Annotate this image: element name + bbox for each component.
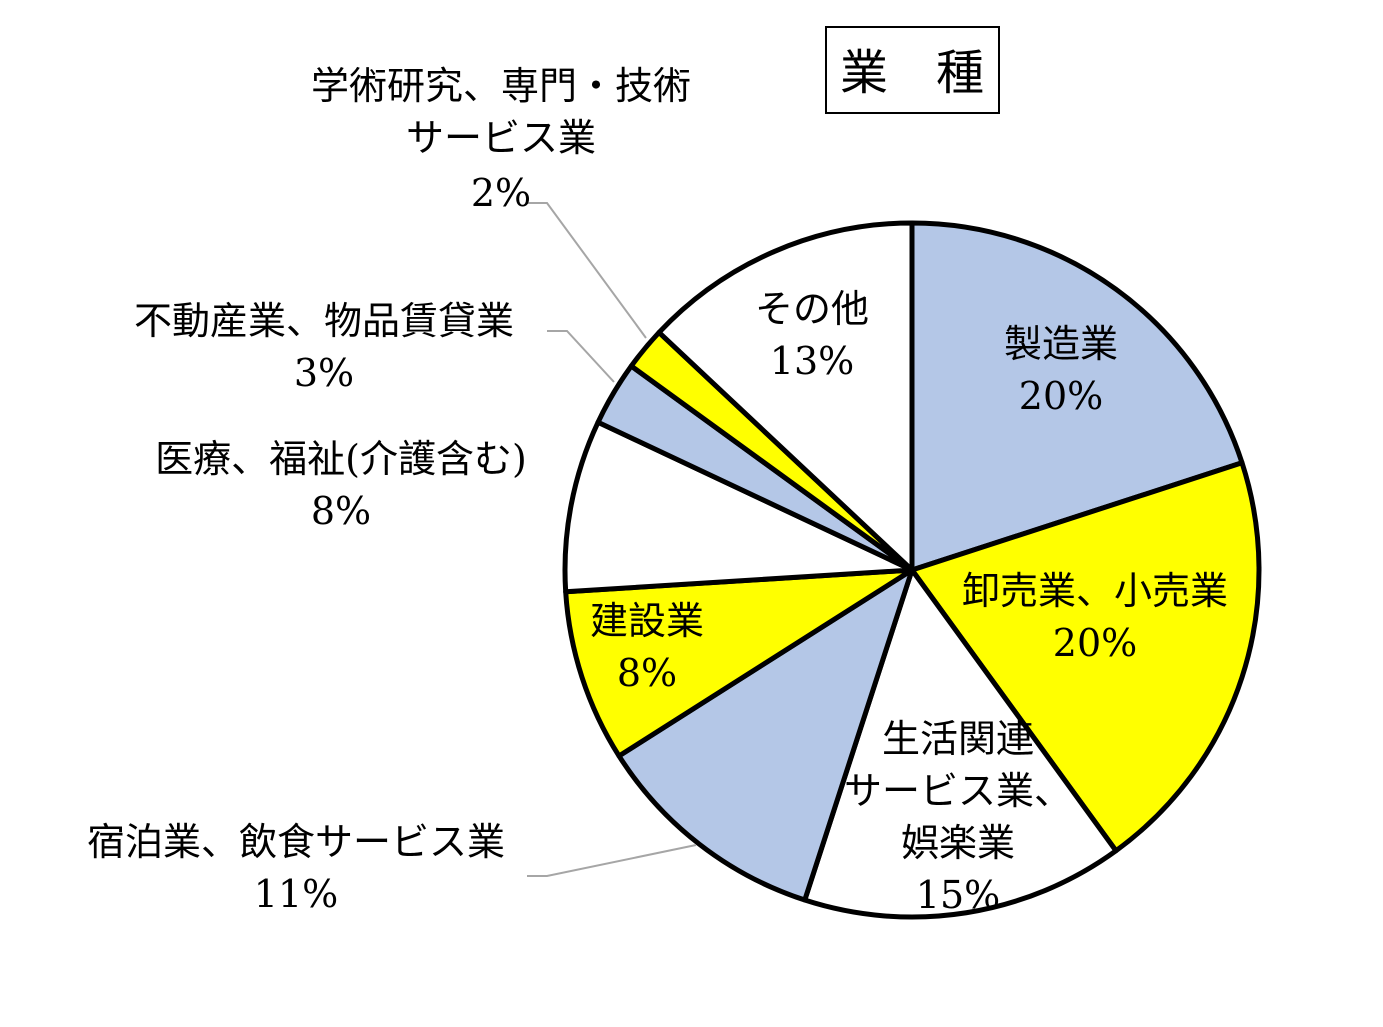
chart-title-box: 業 種 — [825, 26, 1000, 114]
leader-line-7 — [527, 202, 647, 339]
slice-value-2: 15% — [916, 873, 1000, 917]
slice-value-5: 8% — [311, 489, 371, 533]
slice-label-7: 学術研究、専門・技術サービス業 — [311, 64, 691, 160]
slice-label-4: 建設業 — [590, 599, 704, 643]
pie-slice-3 — [616, 567, 915, 903]
pie-slice-0 — [909, 220, 1245, 573]
slice-value-7: 2% — [471, 171, 531, 215]
slice-label-8: その他 — [755, 287, 869, 331]
pie-slice-1 — [909, 460, 1262, 854]
pie-slice-2 — [802, 567, 1119, 920]
slice-value-8: 13% — [770, 339, 854, 383]
slice-value-6: 3% — [294, 351, 354, 395]
slice-label-3: 宿泊業、飲食サービス業 — [87, 820, 505, 864]
slice-label-6: 不動産業、物品賃貸業 — [134, 299, 514, 343]
slice-value-3: 11% — [254, 872, 338, 916]
slice-label-1: 卸売業、小売業 — [962, 569, 1228, 613]
slice-label-0: 製造業 — [1004, 322, 1118, 366]
slice-label-5: 医療、福祉(介護含む) — [155, 437, 527, 481]
slice-value-1: 20% — [1053, 621, 1137, 665]
pie-slice-4 — [563, 567, 915, 759]
chart-title: 業 種 — [840, 45, 984, 101]
leader-line-6 — [547, 330, 615, 383]
leader-line-3 — [527, 844, 697, 877]
pie-slice-8 — [656, 220, 915, 573]
slice-value-0: 20% — [1019, 374, 1103, 418]
slice-label-2: 生活関連サービス業、娯楽業 — [844, 717, 1072, 865]
slice-value-4: 8% — [617, 651, 677, 695]
pie-slice-5 — [562, 419, 915, 595]
